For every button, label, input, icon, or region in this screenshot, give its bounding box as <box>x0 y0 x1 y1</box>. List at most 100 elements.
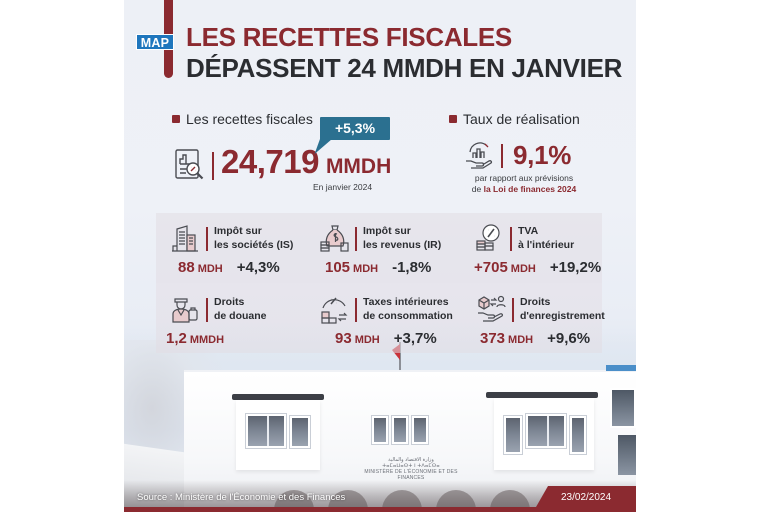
window <box>525 413 567 449</box>
window <box>371 415 389 445</box>
footer-bar <box>124 507 636 512</box>
tax-item-tic: Taxes intérieures de consommation 93 MDH … <box>319 292 469 354</box>
tax-amount-number: 88 <box>178 259 195 276</box>
window-pane <box>267 416 269 446</box>
tax-values: 1,2 MMDH <box>166 330 238 348</box>
tax-values: 373 MDH +9,6% <box>480 330 590 348</box>
divider <box>355 298 357 322</box>
window-pane <box>547 416 549 446</box>
title-line-1: LES RECETTES FISCALES <box>186 22 512 52</box>
right-bay-window <box>494 398 594 470</box>
realisation-value: 9,1% <box>513 140 572 170</box>
tax-amount-unit: MDH <box>354 334 380 346</box>
hand-chart-percent-icon <box>464 140 494 170</box>
tax-label-line2: les revenus (IR) <box>363 239 442 251</box>
caption-accent: la Loi de finances 2024 <box>483 184 577 194</box>
tax-amount: 93 MDH <box>335 330 380 348</box>
taxes-panel <box>156 213 602 353</box>
tax-change: +4,3% <box>236 259 280 276</box>
tax-label: Droits d'enregistrement <box>520 295 605 323</box>
tax-item-is: Impôt sur les sociétés (IS) 88 MDH +4,3% <box>170 221 320 283</box>
flag-pole <box>399 342 401 376</box>
tax-label-line1: Impôt sur <box>214 225 262 237</box>
caption-prefix: de <box>471 184 484 194</box>
window <box>391 415 409 445</box>
divider <box>206 298 208 322</box>
hand-exchange-icon <box>476 294 506 324</box>
tax-amount-number: 373 <box>480 330 506 347</box>
office-building-icon <box>170 223 200 253</box>
tax-amount-unit: MDH <box>353 263 379 275</box>
tax-amount: 88 MDH <box>178 259 223 277</box>
divider <box>355 227 357 251</box>
percent-boxes-icon <box>319 294 349 324</box>
tax-amount: 1,2 MMDH <box>166 330 224 348</box>
blue-awning <box>606 365 636 371</box>
recettes-amount: 24,719 <box>221 143 319 180</box>
tax-values: 105 MDH -1,8% <box>325 259 431 277</box>
sign-arabic: وزارة الاقتصاد والمالية <box>388 457 434 463</box>
window <box>245 413 287 449</box>
tax-label: Droits de douane <box>214 295 267 323</box>
sign-french: MINISTÈRE DE L'ÉCONOMIE ET DES FINANCES <box>364 469 458 481</box>
tax-amount: 105 MDH <box>325 259 378 277</box>
tax-label-line2: de consommation <box>363 310 453 322</box>
tax-change: -1,8% <box>392 259 432 276</box>
money-bag-icon <box>319 223 349 253</box>
recettes-value: 24,719 MMDH <box>221 143 391 181</box>
divider <box>510 227 512 251</box>
bullet-square-icon <box>449 115 457 123</box>
bullet-square-icon <box>172 115 180 123</box>
tax-amount-number: +705 <box>474 259 508 276</box>
tax-label-line1: TVA <box>518 225 539 237</box>
tax-values: +705 MDH +19,2% <box>474 259 601 277</box>
sign-amazigh: ⵜⴰⵎⴰⵡⴰⵙⵜ ⵏ ⵜⴷⴰⵎⵙⴰ <box>382 463 440 469</box>
recettes-caption: En janvier 2024 <box>313 182 373 192</box>
tax-item-douane: Droits de douane 1,2 MMDH <box>166 292 320 354</box>
left-bay-window <box>236 400 320 470</box>
tax-label-line1: Impôt sur <box>363 225 411 237</box>
right-bay-roof <box>486 392 598 398</box>
change-bubble: +5,3% <box>320 117 390 140</box>
building-roofline <box>184 370 636 373</box>
tax-label: Taxes intérieures de consommation <box>363 295 453 323</box>
date-tab <box>536 486 636 507</box>
recettes-heading: Les recettes fiscales <box>172 111 313 127</box>
tax-label-line1: Taxes intérieures <box>363 296 449 308</box>
window <box>411 415 429 445</box>
map-logo: MAP <box>136 34 174 50</box>
tax-item-tva: TVA à l'intérieur +705 MDH +19,2% <box>474 221 624 283</box>
publication-date: 23/02/2024 <box>561 492 612 503</box>
tax-amount-unit: MMDH <box>189 334 225 346</box>
tax-label-line2: les sociétés (IS) <box>214 239 294 251</box>
tax-values: 88 MDH +4,3% <box>178 259 280 277</box>
title-line-2: DÉPASSENT 24 MMDH EN JANVIER <box>186 53 623 83</box>
divider <box>501 144 503 168</box>
divider <box>212 152 214 180</box>
source-credit: Source : Ministère de l'Économie et des … <box>137 492 346 503</box>
recettes-heading-text: Les recettes fiscales <box>186 111 313 127</box>
tax-item-ir: Impôt sur les revenus (IR) 105 MDH -1,8% <box>319 221 469 283</box>
realisation-caption-line2: de la Loi de finances 2024 <box>459 184 589 195</box>
divider <box>206 227 208 251</box>
tax-amount-unit: MDH <box>197 263 223 275</box>
recettes-unit: MMDH <box>325 155 392 178</box>
realisation-heading: Taux de réalisation <box>449 111 580 127</box>
tax-amount-unit: MDH <box>510 263 536 275</box>
tax-amount: +705 MDH <box>474 259 536 277</box>
infographic-poster: وزارة الاقتصاد والمالية ⵜⴰⵎⴰⵡⴰⵙⵜ ⵏ ⵜⴷⴰⵎⵙ… <box>124 0 636 512</box>
tax-label-line2: d'enregistrement <box>520 310 605 322</box>
window <box>610 388 636 428</box>
window <box>289 415 311 449</box>
realisation-caption: par rapport aux prévisions de la Loi de … <box>459 173 589 195</box>
tax-label: Impôt sur les sociétés (IS) <box>214 224 293 252</box>
document-analysis-icon <box>174 148 206 182</box>
ministry-sign: وزارة الاقتصاد والمالية ⵜⴰⵎⴰⵡⴰⵙⵜ ⵏ ⵜⴷⴰⵎⵙ… <box>361 457 461 481</box>
tax-amount-number: 1,2 <box>166 330 187 347</box>
realisation-caption-line1: par rapport aux prévisions <box>474 173 574 183</box>
percent-coins-icon <box>474 223 504 253</box>
tax-label-line1: Droits <box>520 296 551 308</box>
tax-amount-number: 105 <box>325 259 351 276</box>
tax-change: +3,7% <box>393 330 437 347</box>
tax-change: +9,6% <box>547 330 591 347</box>
